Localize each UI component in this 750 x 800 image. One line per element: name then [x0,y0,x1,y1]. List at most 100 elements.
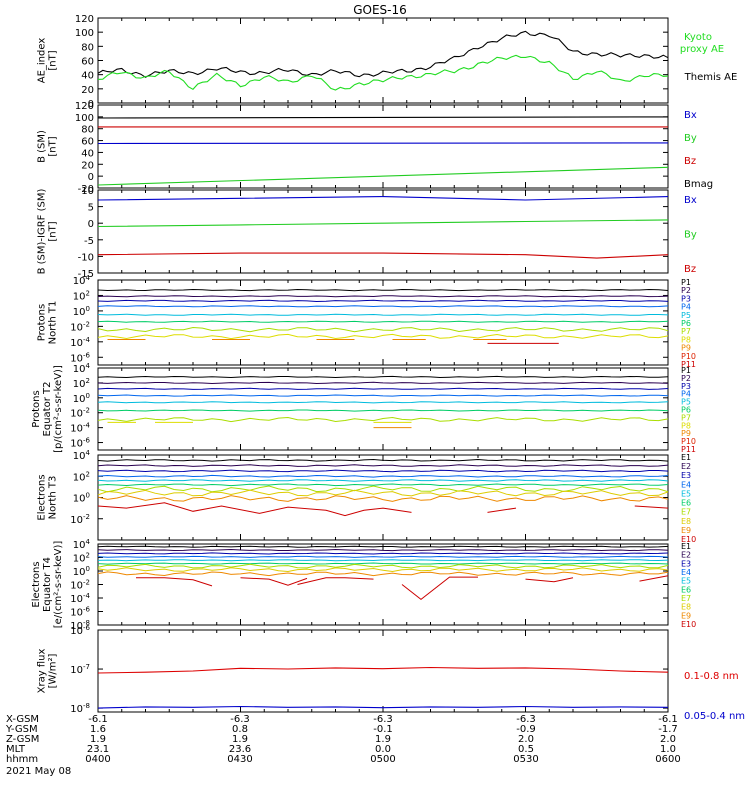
channel-line [97,552,669,555]
y-tick-label: 10-2 [70,579,90,592]
channel-line [97,333,669,340]
channel-legend-label: P1 [681,366,691,375]
panel-frame [97,17,669,104]
footer-value: -1.7 [658,724,678,735]
legend-label: By [684,133,697,144]
panel-5: 10-6 10-4 10-2 100 102 104 Protons Equator T2 [p… [31,362,696,454]
y-tick-label: 100 [73,492,90,505]
channel-legend-label: P3 [681,294,691,303]
y-tick-label: 10-8 [70,619,90,632]
channel-legend-label: E9 [681,611,691,620]
footer-value: 0400 [85,754,110,765]
channel-legend-label: E1 [681,453,691,462]
y-tick-label: 10-8 [70,702,90,715]
channel-line [97,394,669,397]
y-tick-label: 102 [73,377,90,390]
series-line [97,705,669,709]
y-tick-label: 104 [73,362,91,375]
channel-legend-label: P2 [681,374,691,383]
footer-value: 1.9 [375,734,391,745]
footer-row-label: Y-GSM [5,724,38,735]
series-line [97,196,669,201]
footer-value: 1.9 [90,734,106,745]
y-axis-label: [nT] [48,221,59,241]
y-axis-label: North T3 [48,476,59,520]
footer-value: 0430 [227,754,252,765]
legend-label: Kyoto [684,32,712,43]
y-axis-label: [nT] [48,50,59,70]
panel-8: 10-8 10-7 10-6 Xray flux [W/m²] 0.1-0.8 nm 0.0… [37,624,746,722]
y-axis-label: [e/(cm²-s-sr-keV)] [53,541,64,629]
channel-fragment [136,577,213,587]
channel-legend-label: E5 [681,577,691,586]
legend-label: By [684,230,697,241]
y-tick-label: 120 [75,101,94,112]
channel-legend-label: P5 [681,311,691,320]
channel-line [97,295,669,298]
legend-label: Bz [684,156,696,167]
y-tick-label: 100 [75,28,94,39]
channel-legend-label: P11 [681,445,696,454]
y-tick-label: 10-2 [70,407,90,420]
channel-line [97,567,669,573]
y-tick-label: 60 [81,137,94,148]
channel-legend-label: E1 [681,542,691,551]
channel-line [97,489,669,497]
footer-value: 1.9 [232,734,248,745]
series-line [97,666,669,674]
footer-row-label: hhmm [6,754,38,765]
channel-line [97,479,669,482]
panel-frame [97,454,669,541]
channel-line [97,299,669,303]
channel-fragment [639,575,669,582]
channel-line [97,409,669,412]
footer-value: 1.0 [660,744,676,755]
y-tick-label: 100 [73,305,90,318]
y-tick-label: 10-6 [70,606,90,619]
channel-legend-label: E6 [681,585,691,594]
channel-line [97,483,669,487]
y-axis-label: B (SM) [37,130,48,163]
channel-fragment [97,502,412,517]
footer-value: 2.0 [518,734,534,745]
footer-value: 0.8 [232,724,248,735]
footer-value: 0.0 [375,744,391,755]
channel-legend-label: P6 [681,319,691,328]
y-tick-label: 80 [81,42,94,53]
channel-legend-label: E3 [681,559,691,568]
channel-legend-label: E8 [681,517,691,526]
y-tick-label: -5 [84,236,94,247]
y-tick-label: 5 [88,203,94,214]
footer-value: 0500 [370,754,395,765]
channel-legend-label: P9 [681,429,691,438]
channel-legend-label: E7 [681,508,691,517]
channel-legend-label: E6 [681,499,691,508]
channel-line [97,416,669,423]
channel-legend-label: E4 [681,480,691,489]
channel-legend-label: P6 [681,406,691,415]
y-tick-label: 10-4 [70,336,90,349]
channel-line [97,381,669,385]
y-axis-label: Protons [31,390,42,427]
channel-legend-label: P3 [681,382,691,391]
panel-3: -15 -10 -5 0 5 10 B (SM)-IGRF (SM) [nT] Bx By Bz [37,186,697,280]
channel-line [97,313,669,316]
channel-line [97,548,669,552]
series-line [97,116,669,119]
channel-line [97,305,669,308]
legend-label: Bx [684,195,697,206]
channel-legend-label: P4 [681,303,691,312]
footer-row-label: X-GSM [6,714,39,725]
y-tick-label: 100 [75,113,94,124]
channel-legend-label: E2 [681,462,691,471]
y-tick-label: 0 [88,99,94,110]
y-axis-label: North T1 [48,301,59,345]
channel-legend-label: E7 [681,594,691,603]
y-tick-label: 40 [81,148,94,159]
channel-line [97,387,669,390]
channel-fragment [634,505,669,509]
channel-line [97,562,669,565]
channel-line [97,320,669,323]
channel-fragment [525,577,574,583]
